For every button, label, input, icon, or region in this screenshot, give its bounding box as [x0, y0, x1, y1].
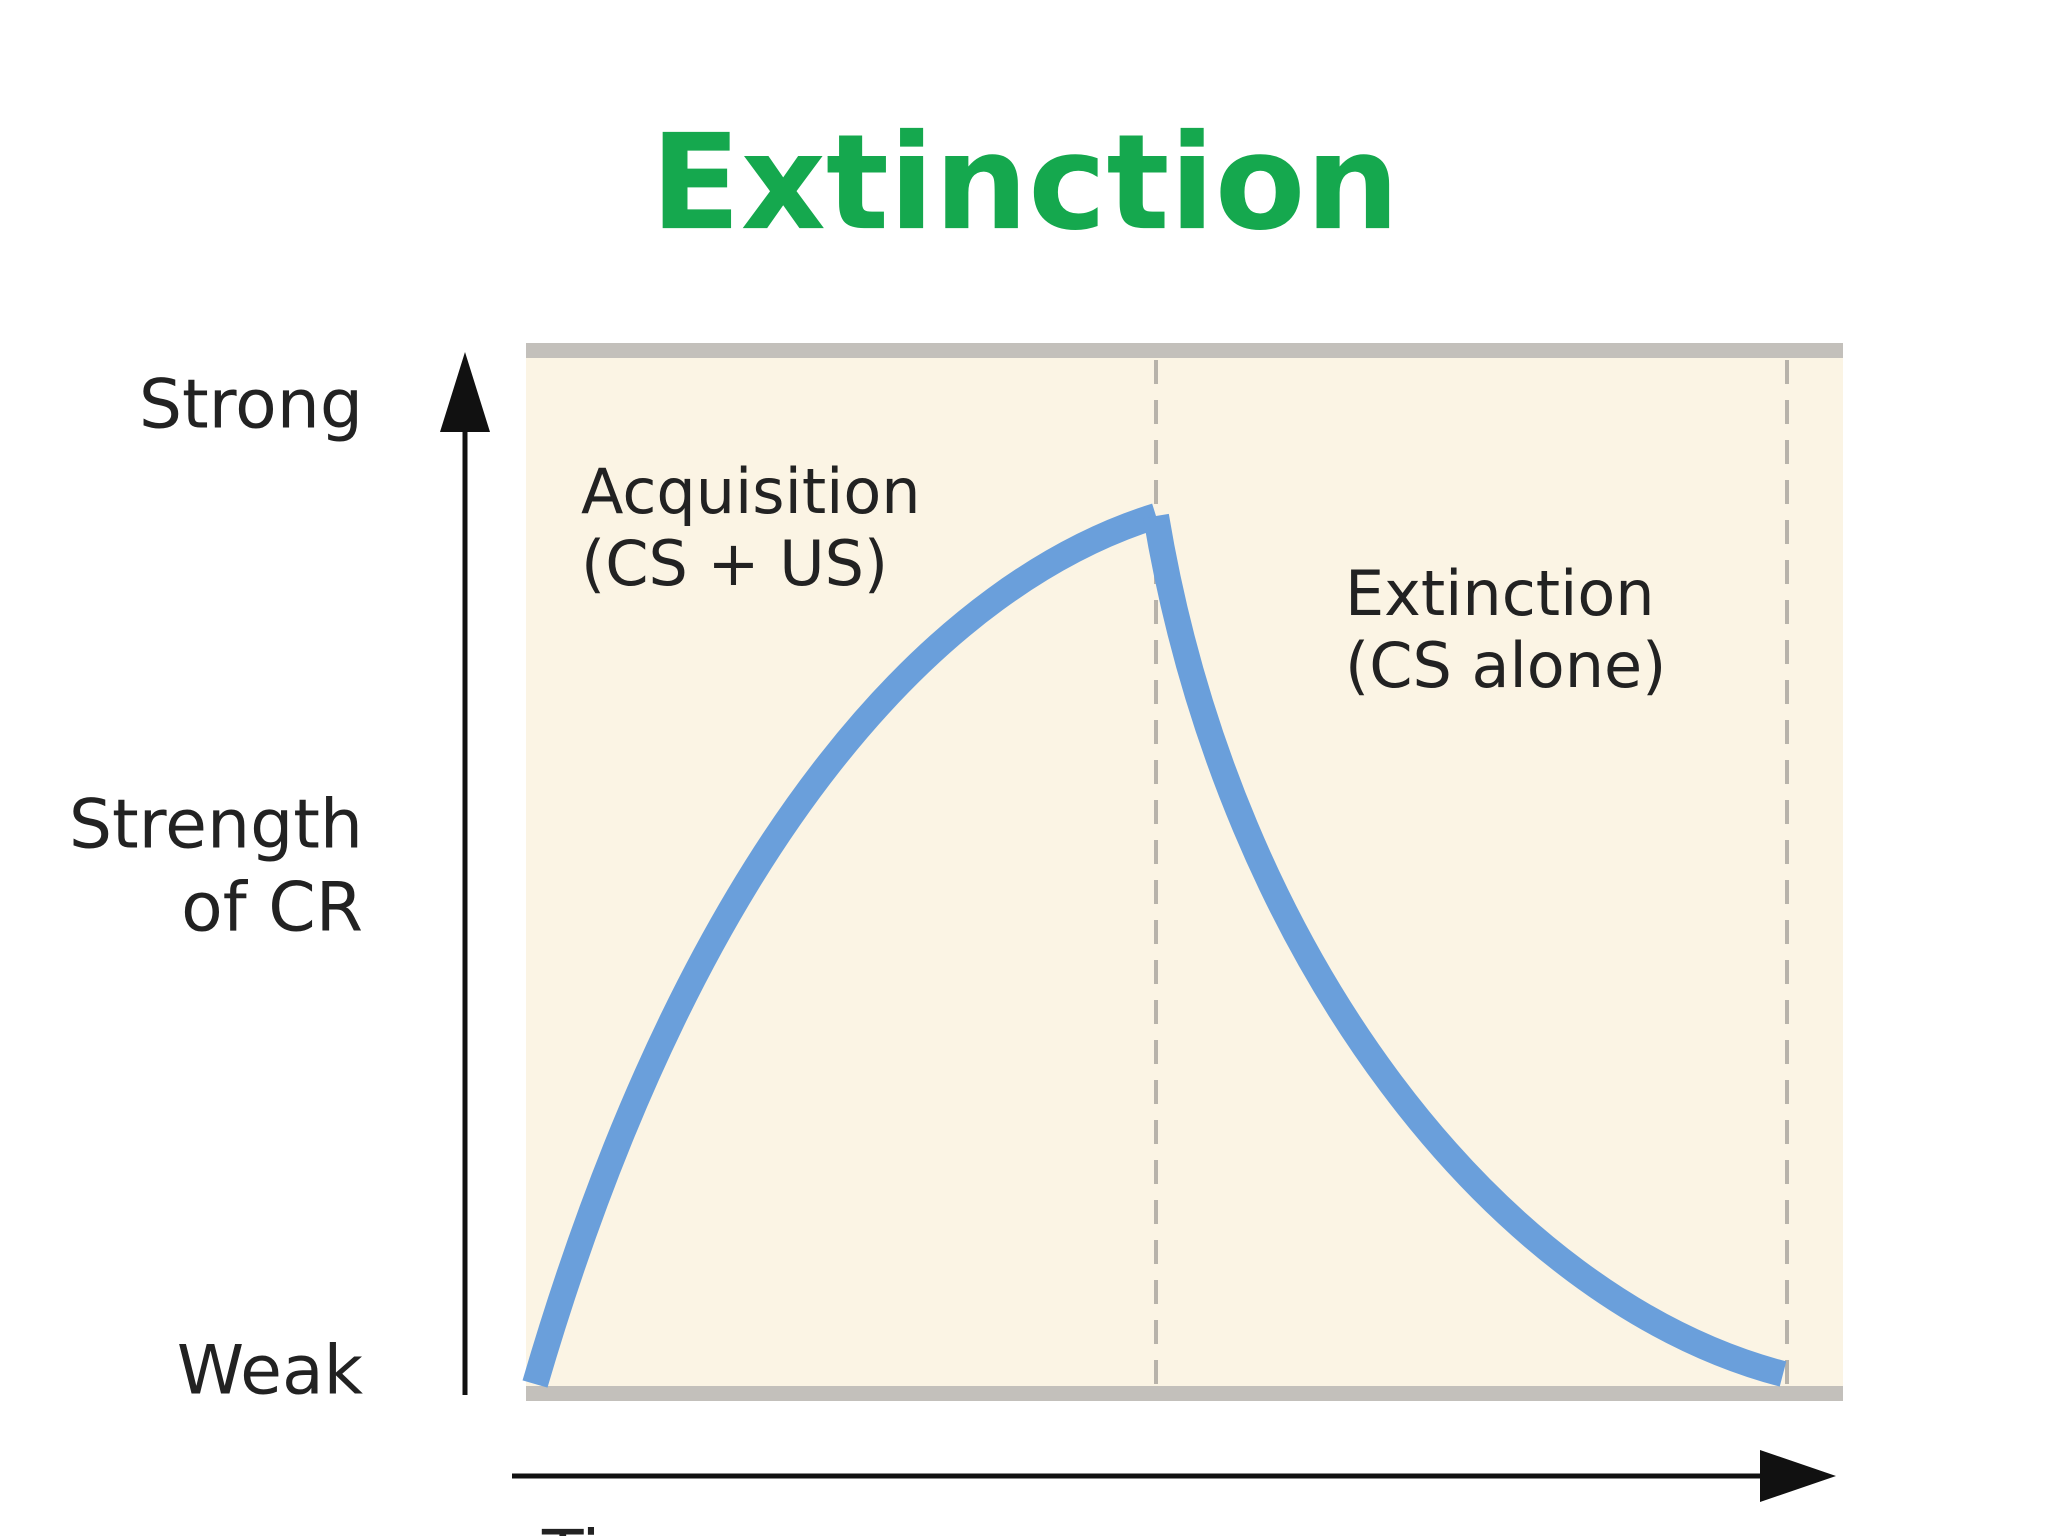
extinction-curve	[1143, 513, 1787, 1387]
x-axis-label: Time	[541, 1517, 708, 1536]
y-bottom-label: Weak	[177, 1332, 364, 1411]
y-top-label: Strong	[139, 366, 363, 445]
acquisition-curve	[522, 503, 1160, 1388]
phase-name: Acquisition	[581, 455, 921, 528]
bottom-band	[526, 1386, 1843, 1401]
y-axis-arrow	[440, 352, 490, 432]
phase-condition: (CS + US)	[581, 527, 888, 600]
phase-condition: (CS alone)	[1345, 629, 1666, 702]
title: Extinction	[651, 106, 1400, 260]
phase-name: Extinction	[1345, 557, 1655, 630]
x-axis-arrow	[1760, 1450, 1836, 1502]
y-axis-label: of CR	[181, 869, 363, 948]
top-band	[526, 343, 1843, 358]
y-axis-label: Strength	[69, 786, 363, 865]
